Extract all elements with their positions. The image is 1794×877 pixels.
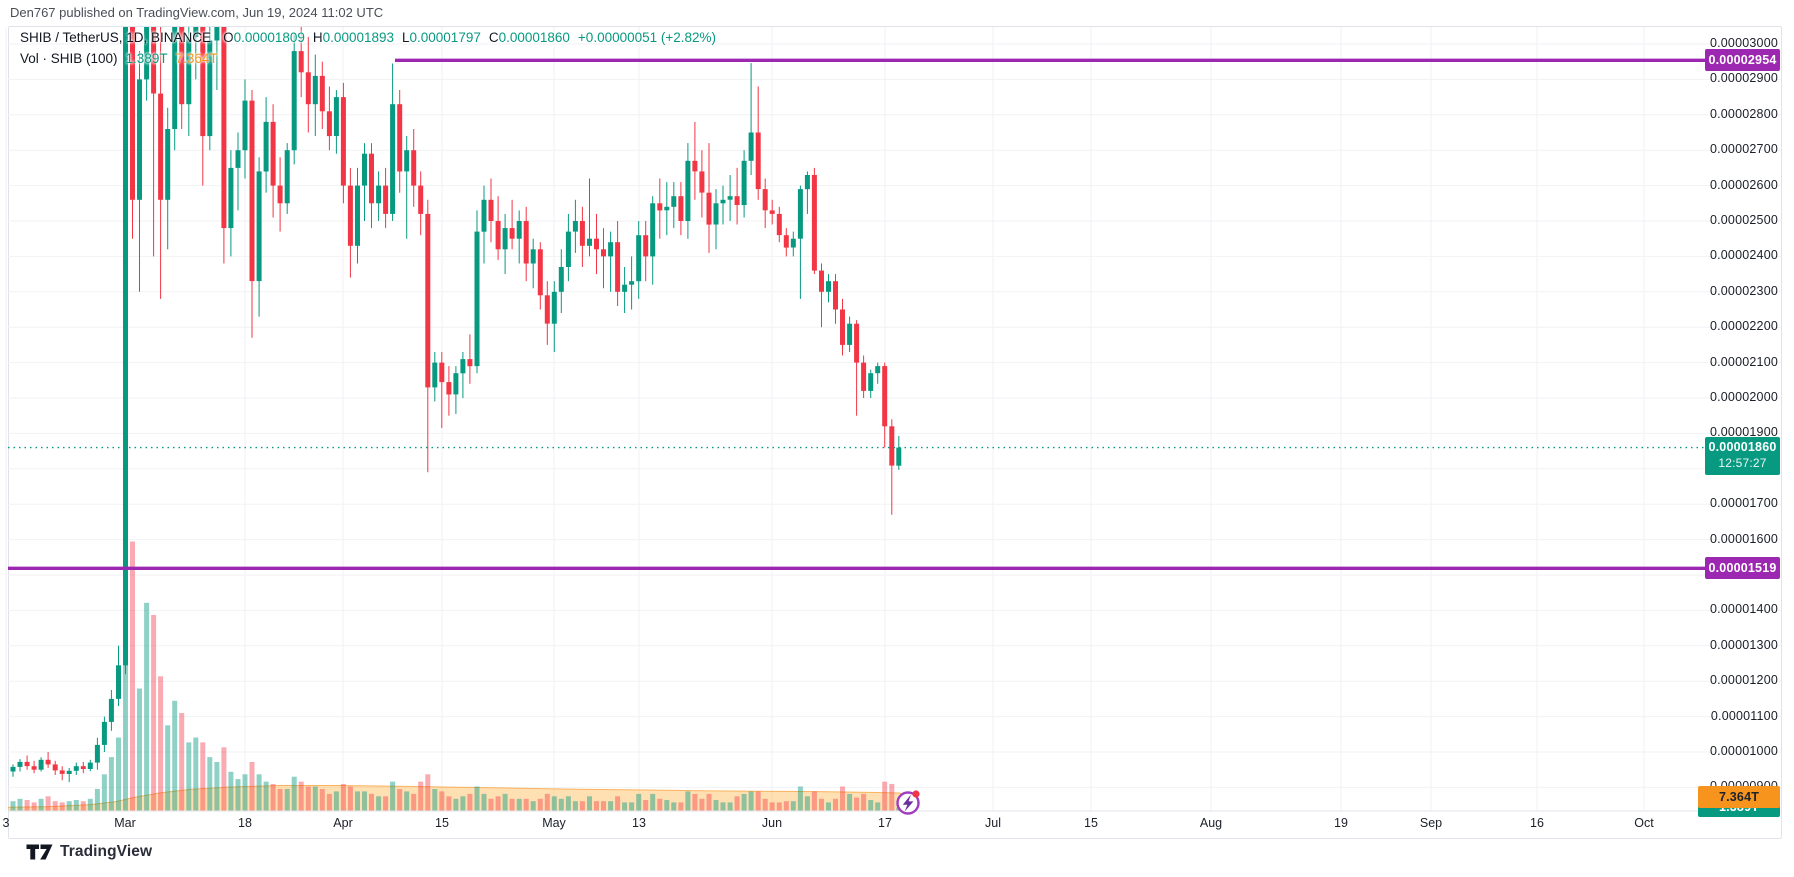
chart-widget-frame [8,26,1782,839]
legend-ohlc-c: C0.00001860 [488,30,570,45]
time-axis-label: Jun [761,816,783,830]
price-axis-label: 0.00002500 [1709,213,1778,227]
symbol-legend[interactable]: SHIB / TetherUS, 1D, BINANCE O0.00001809 H… [20,30,716,45]
time-axis-label: May [542,816,566,830]
time-axis-label: Sep [1419,816,1443,830]
price-axis-label: 0.00001000 [1709,744,1778,758]
last-price-badge: 0.00001860 12:57:27 [1705,436,1780,475]
time-axis-label: Oct [1634,816,1654,830]
candlestick-series [10,27,902,783]
legend-symbol: SHIB / TetherUS, 1D, BINANCE [20,30,212,45]
time-axis-label: Apr [333,816,353,830]
volume-ma-line [8,785,917,811]
time-axis-label: Jul [985,816,1001,830]
price-axis-label: 0.00001300 [1709,637,1778,652]
legend-volume-ma-value: 7.364T [175,51,218,66]
published-byline: Den767 published on TradingView.com, Jun… [10,5,384,20]
volume-series [10,541,902,811]
price-axis-label: 0.00002200 [1709,319,1778,334]
tradingview-attribution[interactable]: TradingView [26,843,152,861]
lightning-badge-icon[interactable] [896,790,920,815]
price-axis-label: 0.00002300 [1709,283,1778,298]
tradingview-logo-icon [26,844,53,860]
price-axis-label: 0.00002000 [1709,390,1778,404]
volume-ma-badge: 7.364T [1698,786,1780,808]
time-axis-label: 19 [1334,816,1348,830]
time-axis-label: 13 [632,816,646,830]
lower-level-price-badge: 0.00001519 [1705,557,1780,580]
brand-name: TradingView [60,843,153,860]
upper-level-price-badge: 0.00002954 [1705,49,1780,72]
price-axis-label: 0.00001700 [1709,496,1778,511]
price-axis-label: 0.00002900 [1709,71,1778,86]
time-axis-label: 3 [2,816,10,830]
time-axis-label: 16 [1530,816,1544,830]
time-axis-label: Mar [114,816,136,830]
price-axis-label: 0.00002600 [1709,177,1778,192]
time-axis-label: 15 [1084,816,1098,830]
legend-change: +0.00000051 (+2.82%) [577,30,717,45]
time-axis-label: Aug [1199,816,1223,830]
legend-ohlc-o: O0.00001809 [223,30,305,45]
legend-ohlc-h: H0.00001893 [312,30,394,45]
legend-volume-label: Vol · SHIB (100) [20,51,118,66]
volume-ma-area [8,785,916,811]
legend-ohlc-l: L0.00001797 [402,30,481,45]
bar-countdown: 12:57:27 [1718,455,1767,470]
legend-volume-value: 1.389T [125,51,168,66]
time-axis-label: 15 [435,816,449,830]
price-axis-label: 0.00001600 [1709,531,1778,546]
price-axis-label: 0.00001400 [1709,602,1778,617]
time-axis-label: 18 [238,816,252,830]
price-axis-label: 0.00001900 [1709,425,1778,440]
price-axis-label: 0.00001200 [1709,673,1778,688]
price-axis-label: 0.00001100 [1710,708,1778,723]
time-axis-label: 17 [878,816,892,830]
price-axis-label: 0.00002700 [1709,142,1778,157]
price-axis-label: 0.00002800 [1709,106,1778,121]
price-axis-label: 0.00002400 [1709,248,1778,263]
price-axis-label: 0.00002100 [1709,354,1778,369]
volume-legend[interactable]: Vol · SHIB (100) 1.389T 7.364T [20,51,218,66]
last-price-value: 0.00001860 [1708,440,1777,455]
price-axis-label: 0.00003000 [1709,36,1778,50]
